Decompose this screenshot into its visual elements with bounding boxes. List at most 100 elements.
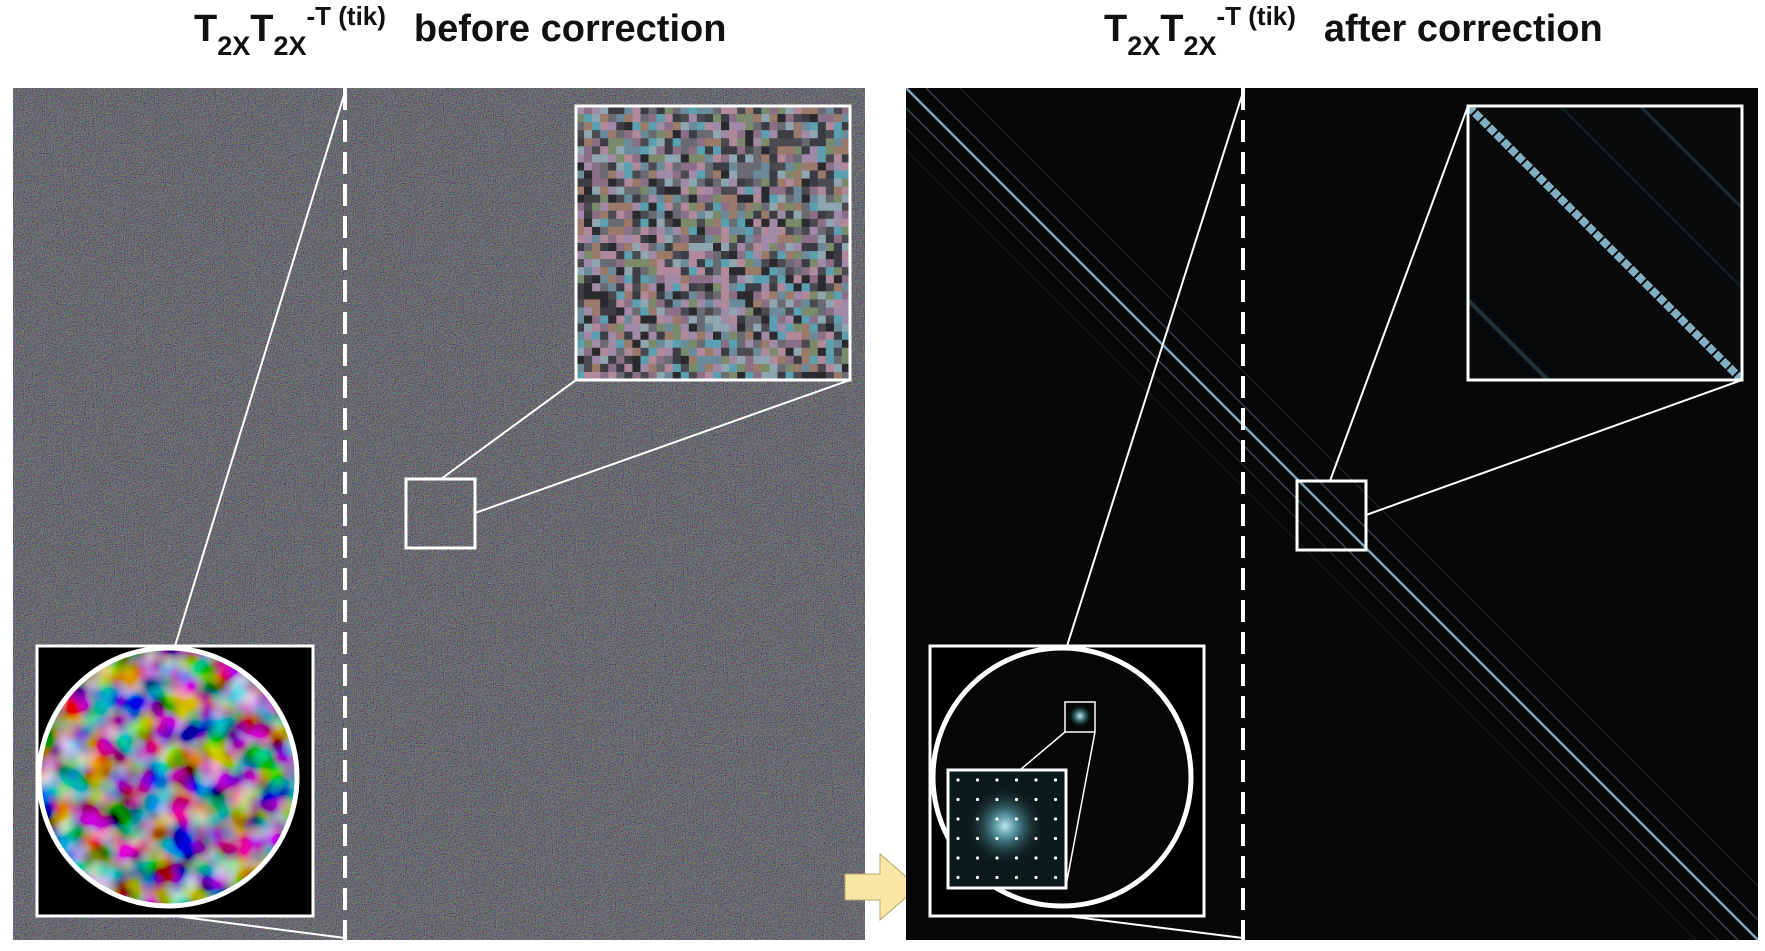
noise-pixel [680,154,690,163]
zoom-inset-after [1466,104,1744,382]
noise-pixel [761,138,770,147]
noise-pixel [713,243,722,252]
noise-pixel [817,194,827,204]
noise-pixel [833,130,843,139]
grid-dot [956,875,960,880]
noise-pixel [672,291,682,300]
noise-pixel [777,355,786,365]
noise-pixel [600,315,609,324]
matrix-symbol: T [1104,8,1128,50]
noise-pixel [737,283,746,292]
noise-pixel [624,210,633,220]
noise-pixel [713,114,722,123]
noise-pixel [648,234,657,244]
grid-dot [975,836,980,841]
noise-pixel [608,202,617,212]
noise-pixel [624,315,633,324]
noise-pixel [576,355,585,365]
noise-pixel [688,251,698,260]
noise-pixel [696,226,706,236]
noise-pixel [745,138,754,147]
noise-pixel [713,315,722,324]
noise-pixel [672,243,682,252]
noise-pixel [809,106,819,115]
noise-pixel [584,275,593,284]
noise-pixel [624,186,633,195]
noise-pixel [696,267,706,276]
noise-pixel [745,275,754,284]
noise-pixel [745,226,754,236]
noise-pixel [841,146,850,155]
noise-pixel [592,331,601,341]
noise-pixel [608,307,617,316]
noise-pixel [600,307,609,316]
noise-pixel [672,234,682,244]
fourier-inset-before [35,644,315,918]
leader-line [1066,915,1244,939]
noise-pixel [737,146,746,155]
noise-pixel [664,130,674,139]
noise-pixel [688,162,698,171]
noise-pixel [785,267,794,276]
noise-pixel [704,218,714,228]
noise-pixel [793,259,802,268]
noise-pixel [688,323,698,332]
noise-pixel [576,299,585,308]
noise-pixel [632,106,641,115]
noise-pixel [696,251,706,260]
noise-pixel [785,114,794,123]
noise-pixel [801,251,811,260]
noise-pixel [576,202,585,212]
noise-pixel [769,210,778,220]
noise-pixel [584,162,593,171]
noise-pixel [785,186,794,195]
noise-pixel [801,146,811,155]
noise-pixel [817,243,827,252]
noise-pixel [656,106,665,115]
noise-pixel [753,275,762,284]
noise-pixel [817,259,827,268]
noise-pixel [761,218,770,228]
noise-pixel [688,291,698,300]
noise-pixel [713,291,722,300]
noise-pixel [616,259,625,268]
noise-pixel [616,299,625,308]
noise-pixel [737,234,746,244]
noise-pixel [576,251,585,260]
noise-pixel [769,202,778,212]
noise-pixel [761,162,770,171]
noise-pixel [664,363,674,373]
noise-pixel [737,194,746,204]
noise-pixel [809,371,819,380]
noise-pixel [576,291,585,300]
noise-pixel [696,323,706,332]
noise-pixel [688,267,698,276]
noise-pixel [584,283,593,292]
noise-pixel [592,347,601,357]
noise-pixel [721,218,730,228]
noise-pixel [640,251,649,260]
noise-pixel [801,371,811,380]
noise-pixel [745,291,754,300]
noise-pixel [600,154,609,163]
noise-pixel [648,275,657,284]
noise-pixel [640,106,649,115]
noise-pixel [672,162,682,171]
noise-pixel [704,267,714,276]
noise-pixel [688,114,698,123]
noise-pixel [600,371,609,380]
noise-pixel [656,259,665,268]
noise-pixel [616,154,625,163]
grid-dot [1014,817,1019,821]
noise-pixel [584,194,593,204]
noise-pixel [608,339,617,349]
noise-pixel [624,299,633,308]
noise-pixel [769,355,778,365]
noise-pixel [713,138,722,147]
noise-pixel [624,307,633,316]
noise-pixel [632,323,641,332]
noise-pixel [817,331,827,341]
noise-pixel [656,299,665,308]
noise-pixel [624,194,633,204]
noise-pixel [833,339,843,349]
